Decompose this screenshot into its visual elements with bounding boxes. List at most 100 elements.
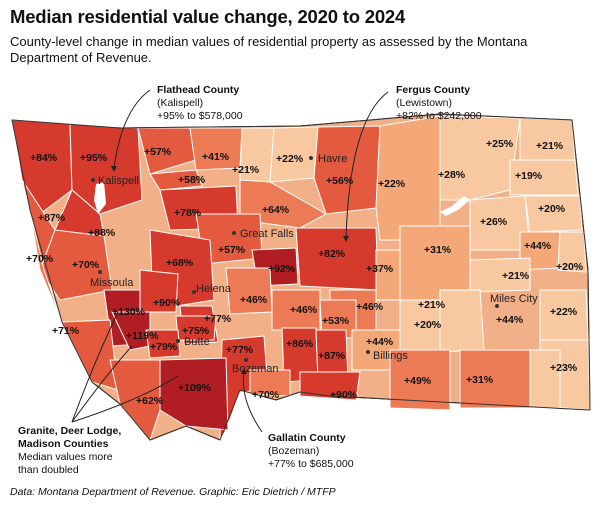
label-county: +41% bbox=[202, 151, 230, 163]
county-richland bbox=[524, 195, 583, 233]
label-county: +87% bbox=[38, 212, 66, 224]
label-county: +20% bbox=[538, 203, 566, 215]
flathead-lake bbox=[94, 182, 106, 214]
annotation-fergus: Fergus County (Lewistown) +82% to $242,0… bbox=[396, 84, 482, 123]
county-labels: +84% +95% +57% +41% +22% +56% +25% +21% … bbox=[26, 138, 584, 407]
label-county: +56% bbox=[326, 175, 354, 187]
label-county: +75% bbox=[182, 325, 210, 337]
label-county: +79% bbox=[150, 341, 178, 353]
label-county: +25% bbox=[486, 138, 514, 150]
annotation-granite: Granite, Deer Lodge, Madison Counties Me… bbox=[18, 425, 121, 477]
label-county: +46% bbox=[356, 301, 384, 313]
label-county: +58% bbox=[178, 174, 206, 186]
label-county: +62% bbox=[136, 395, 164, 407]
granite-leader-3 bbox=[71, 375, 179, 423]
fergus-arrowhead bbox=[343, 236, 349, 242]
label-county: +53% bbox=[322, 315, 350, 327]
county-chouteau bbox=[239, 179, 328, 229]
flathead-arrowhead bbox=[111, 166, 117, 172]
label-county: +77% bbox=[204, 313, 232, 325]
label-county: +46% bbox=[240, 294, 268, 306]
label-county: +119% bbox=[126, 330, 159, 342]
label-county: +64% bbox=[262, 204, 290, 216]
label-county: +21% bbox=[536, 140, 564, 152]
city-dot bbox=[366, 350, 370, 354]
label-county: +90% bbox=[153, 297, 181, 309]
granite-leader-2 bbox=[71, 345, 133, 423]
county-rosebud bbox=[439, 289, 485, 353]
annotation-flathead-name: Flathead County bbox=[157, 84, 240, 96]
label-county: +22% bbox=[550, 306, 578, 318]
label-county: +44% bbox=[496, 314, 524, 326]
city-dot bbox=[495, 304, 499, 308]
annotation-granite-line3: Median values more bbox=[18, 451, 113, 463]
label-county: +57% bbox=[218, 244, 246, 256]
label-county: +88% bbox=[88, 227, 116, 239]
label-county: +44% bbox=[366, 336, 394, 348]
county-blaine bbox=[313, 125, 381, 215]
label-county: +92% bbox=[268, 263, 296, 275]
label-county: +49% bbox=[404, 375, 432, 387]
label-county: +84% bbox=[30, 152, 58, 164]
annotation-granite-line2: Madison Counties bbox=[18, 438, 109, 450]
city-bozeman: Bozeman bbox=[232, 363, 278, 375]
label-county: +82% bbox=[318, 248, 346, 260]
label-county: +57% bbox=[144, 146, 172, 158]
label-county: +71% bbox=[52, 325, 80, 337]
label-county: +19% bbox=[515, 170, 543, 182]
annotation-flathead-city: (Kalispell) bbox=[157, 97, 204, 109]
county-daniels-sheridan bbox=[519, 117, 576, 161]
annotation-flathead: Flathead County (Kalispell) +95% to $578… bbox=[157, 84, 243, 123]
label-county: +21% bbox=[232, 164, 260, 176]
label-county: +20% bbox=[556, 261, 584, 273]
annotation-gallatin-value: +77% to $685,000 bbox=[268, 458, 354, 470]
county-petroleum bbox=[375, 249, 401, 301]
city-billings: Billings bbox=[373, 350, 408, 362]
label-county: +77% bbox=[226, 344, 254, 356]
label-county: +68% bbox=[166, 257, 194, 269]
state-border bbox=[11, 113, 591, 441]
fergus-leader bbox=[345, 91, 389, 239]
county-beaverhead bbox=[109, 359, 161, 442]
city-dot bbox=[232, 231, 236, 235]
county-roosevelt bbox=[509, 159, 579, 196]
county-prairie bbox=[469, 257, 531, 293]
label-county: +130% bbox=[112, 306, 146, 318]
city-dot bbox=[176, 339, 180, 343]
label-county: +70% bbox=[72, 259, 100, 271]
city-dot bbox=[309, 156, 313, 160]
label-county: +44% bbox=[524, 240, 552, 252]
annotation-granite-line1: Granite, Deer Lodge, bbox=[18, 425, 122, 437]
city-kalispell: Kalispell bbox=[98, 175, 139, 187]
label-county: +109% bbox=[178, 382, 212, 394]
county-powell bbox=[139, 269, 179, 313]
county-pondera bbox=[149, 169, 203, 191]
annotation-fergus-value: +82% to $242,000 bbox=[396, 110, 482, 122]
county-meagher bbox=[225, 267, 273, 315]
label-county: +21% bbox=[418, 299, 446, 311]
label-county: +86% bbox=[286, 338, 314, 350]
city-dot bbox=[98, 270, 102, 274]
county-stillwater bbox=[249, 369, 291, 397]
county-garfield bbox=[399, 225, 471, 301]
city-dot bbox=[91, 178, 95, 182]
county-flathead bbox=[69, 123, 143, 215]
label-county: +31% bbox=[466, 374, 494, 386]
fort-peck-lake bbox=[440, 196, 470, 216]
label-county: +70% bbox=[26, 253, 54, 265]
annotation-gallatin: Gallatin County (Bozeman) +77% to $685,0… bbox=[268, 432, 354, 471]
city-butte: Butte bbox=[184, 336, 210, 348]
county-silver-bow bbox=[145, 329, 181, 359]
label-county: +28% bbox=[438, 169, 466, 181]
county-carbon bbox=[299, 371, 361, 401]
label-county: +31% bbox=[424, 244, 452, 256]
map-title: Median residential value change, 2020 to… bbox=[10, 6, 406, 27]
annotation-fergus-name: Fergus County bbox=[396, 84, 471, 96]
city-helena: Helena bbox=[196, 283, 232, 295]
city-missoula: Missoula bbox=[90, 277, 134, 289]
label-county: +78% bbox=[174, 207, 202, 219]
county-carter-south bbox=[529, 349, 561, 409]
label-county: +87% bbox=[318, 350, 346, 362]
label-county: +70% bbox=[252, 389, 280, 401]
